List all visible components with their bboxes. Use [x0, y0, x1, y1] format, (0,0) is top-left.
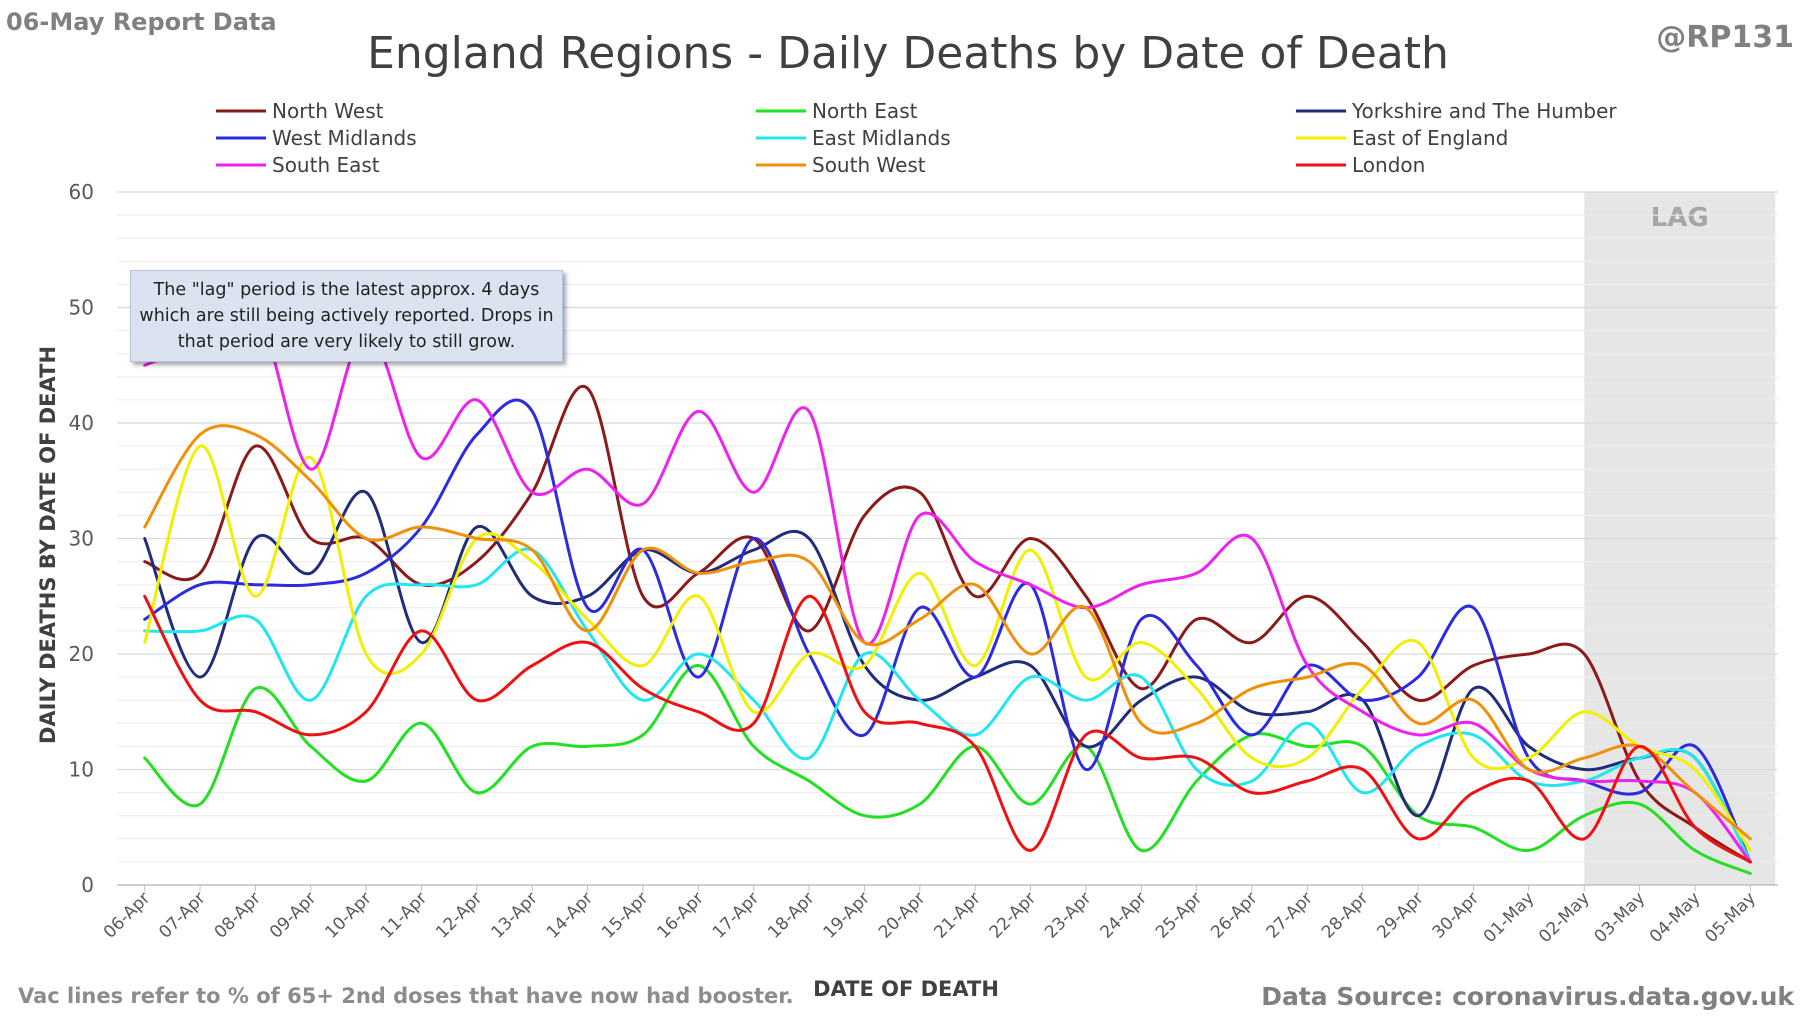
x-tick-label: 18-Apr	[764, 888, 818, 942]
x-tick-label: 11-Apr	[377, 888, 431, 942]
x-tick-label: 27-Apr	[1263, 888, 1317, 942]
x-tick-label: 22-Apr	[986, 888, 1040, 942]
x-tick-label: 29-Apr	[1373, 888, 1427, 942]
legend-label-east-midlands: East Midlands	[812, 126, 951, 150]
chart-title: England Regions - Daily Deaths by Date o…	[367, 28, 1449, 79]
x-tick-label: 21-Apr	[930, 888, 984, 942]
x-tick-label: 06-Apr	[100, 888, 154, 942]
x-tick-label: 24-Apr	[1097, 888, 1151, 942]
y-tick-label: 0	[81, 873, 94, 897]
y-tick-label: 50	[69, 296, 94, 320]
series-lines	[143, 300, 1752, 875]
x-tick-label: 04-May	[1646, 888, 1705, 947]
x-tick-label: 12-Apr	[432, 888, 486, 942]
series-line-north-west	[143, 384, 1752, 864]
x-tick-label: 02-May	[1535, 888, 1594, 947]
legend-label-london: London	[1352, 153, 1425, 177]
legend-label-west-midlands: West Midlands	[272, 126, 417, 150]
x-tick-label: 30-Apr	[1429, 888, 1483, 942]
x-tick-label: 23-Apr	[1041, 888, 1095, 942]
x-tick-label: 09-Apr	[266, 888, 320, 942]
x-tick-label: 16-Apr	[654, 888, 708, 942]
legend-label-south-east: South East	[272, 153, 380, 177]
author-handle: @RP131	[1656, 20, 1794, 55]
x-tick-label: 28-Apr	[1318, 888, 1372, 942]
x-axis-label: DATE OF DEATH	[813, 977, 999, 1001]
y-tick-label: 20	[69, 642, 94, 666]
legend-label-south-west: South West	[812, 153, 926, 177]
legend-label-north-west: North West	[272, 99, 384, 123]
y-axis-label: DAILY DEATHS BY DATE OF DEATH	[36, 345, 60, 745]
x-tick-label: 01-May	[1480, 888, 1539, 947]
data-source: Data Source: coronavirus.data.gov.uk	[1261, 982, 1794, 1011]
legend-label-north-east: North East	[812, 99, 918, 123]
series-line-yorkshire-and-the-humber	[143, 489, 1752, 864]
x-tick-label: 17-Apr	[709, 888, 763, 942]
series-line-london	[143, 594, 1752, 864]
x-tick-label: 26-Apr	[1207, 888, 1261, 942]
series-line-west-midlands	[143, 398, 1752, 864]
x-tick-label: 20-Apr	[875, 888, 929, 942]
series-line-north-east	[143, 664, 1752, 875]
series-line-east-of-england	[143, 444, 1752, 852]
legend-label-yorkshire-and-the-humber: Yorkshire and The Humber	[1351, 99, 1617, 123]
legend-label-east-of-england: East of England	[1352, 126, 1508, 150]
x-tick-label: 19-Apr	[820, 888, 874, 942]
x-tick-label: 03-May	[1590, 888, 1649, 947]
report-tag: 06-May Report Data	[6, 8, 277, 36]
x-tick-label: 14-Apr	[543, 888, 597, 942]
series-line-south-west	[143, 424, 1752, 841]
y-tick-label: 10	[69, 758, 94, 782]
lag-explanation-note: The "lag" period is the latest approx. 4…	[130, 270, 563, 362]
y-tick-label: 60	[69, 180, 94, 204]
y-tick-label: 30	[69, 527, 94, 551]
series-line-east-midlands	[143, 547, 1752, 864]
x-tick-label: 15-Apr	[598, 888, 652, 942]
x-tick-label: 05-May	[1701, 888, 1760, 947]
x-tick-label: 10-Apr	[321, 888, 375, 942]
x-tick-label: 07-Apr	[155, 888, 209, 942]
x-tick-label: 08-Apr	[211, 888, 265, 942]
x-tick-label: 25-Apr	[1152, 888, 1206, 942]
y-tick-label: 40	[69, 411, 94, 435]
lag-label: LAG	[1651, 203, 1709, 233]
x-tick-label: 13-Apr	[487, 888, 541, 942]
footnote: Vac lines refer to % of 65+ 2nd doses th…	[18, 984, 794, 1008]
